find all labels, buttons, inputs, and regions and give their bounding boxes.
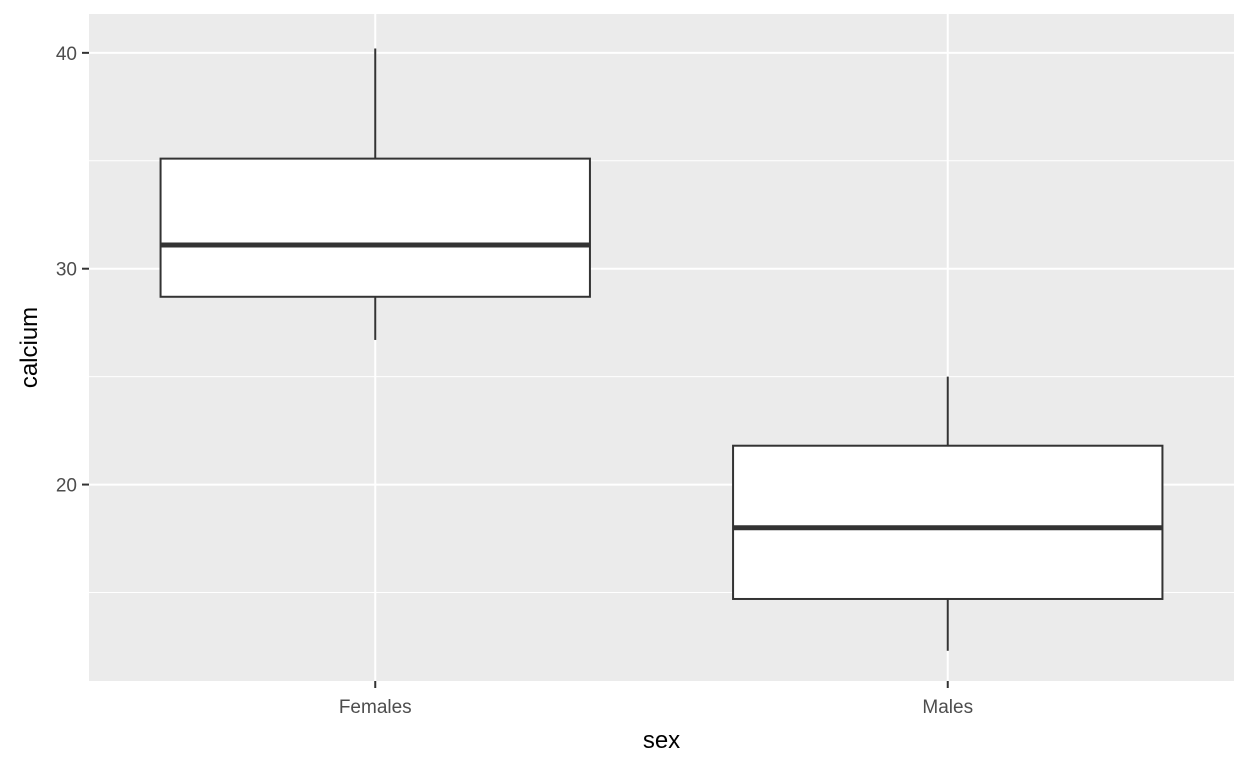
y-tick-label: 20: [56, 476, 77, 497]
y-axis-title: calcium: [16, 307, 43, 388]
x-axis-title: sex: [643, 727, 680, 754]
box-females: [159, 48, 591, 340]
iqr-box: [159, 157, 591, 298]
x-tick-label: Males: [922, 697, 973, 718]
box-males: [732, 376, 1164, 651]
axes: 20 30 40 Females Males: [56, 44, 973, 718]
y-tick-label: 30: [56, 260, 77, 281]
y-tick-label: 40: [56, 44, 77, 65]
iqr-box: [732, 444, 1164, 600]
boxes: [159, 48, 1164, 651]
x-tick-label: Females: [339, 697, 412, 718]
